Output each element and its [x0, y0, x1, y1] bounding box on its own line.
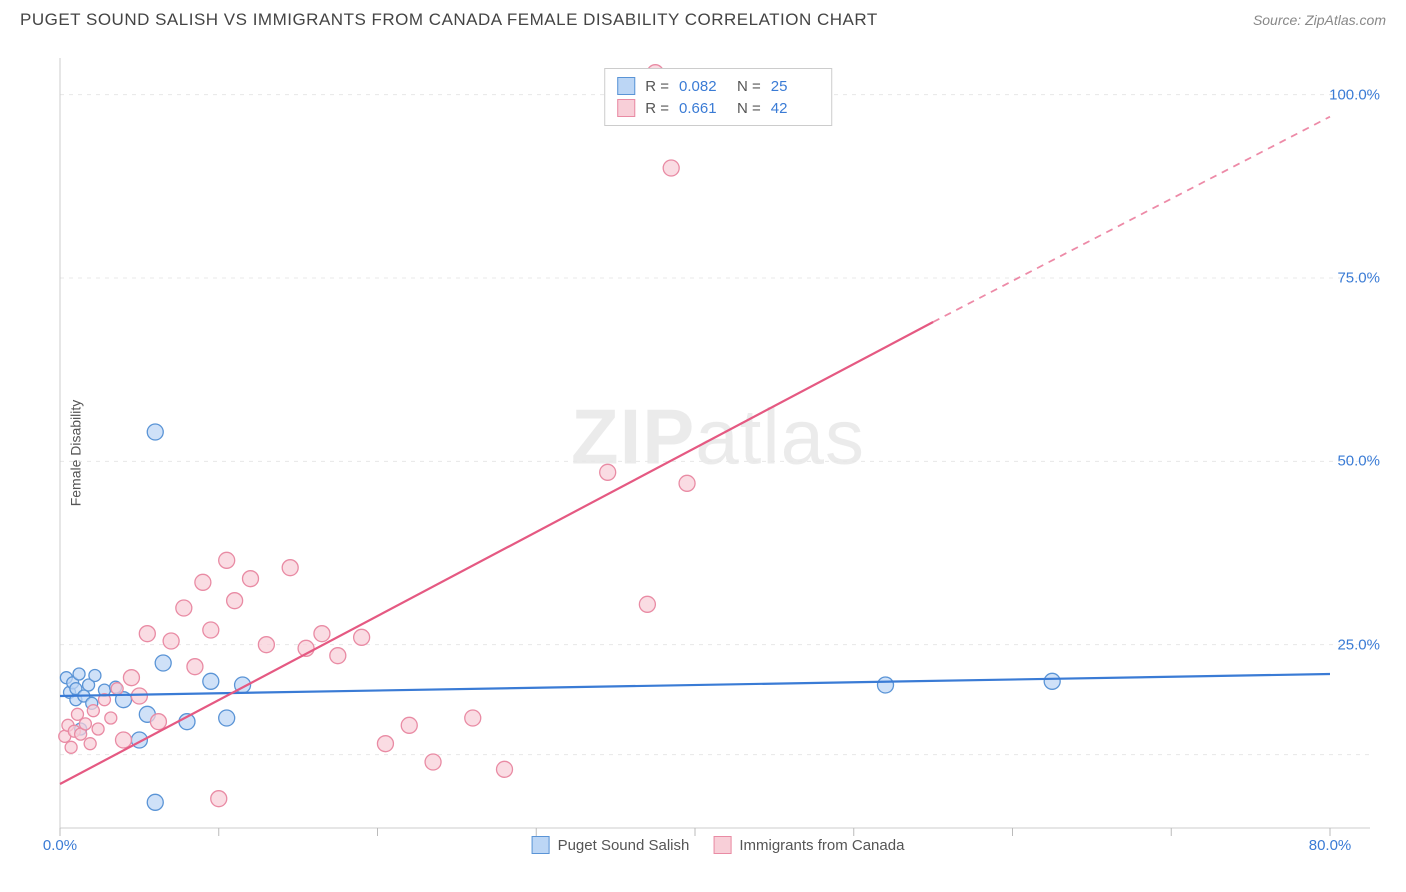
x-tick-label: 80.0% — [1309, 837, 1352, 854]
header-bar: PUGET SOUND SALISH VS IMMIGRANTS FROM CA… — [0, 0, 1406, 38]
series-legend-item: Immigrants from Canada — [713, 836, 904, 854]
r-label: R = — [645, 78, 669, 95]
correlation-legend: R = 0.082 N = 25 R = 0.661 N = 42 — [604, 68, 832, 126]
y-tick-label: 100.0% — [1329, 86, 1380, 103]
legend-swatch — [617, 99, 635, 117]
chart-title: PUGET SOUND SALISH VS IMMIGRANTS FROM CA… — [20, 10, 878, 30]
r-value: 0.082 — [679, 78, 727, 95]
y-tick-label: 75.0% — [1337, 270, 1380, 287]
legend-swatch — [532, 836, 550, 854]
series-legend-item: Puget Sound Salish — [532, 836, 690, 854]
legend-row: R = 0.661 N = 42 — [617, 97, 819, 119]
n-label: N = — [737, 100, 761, 117]
x-tick-label: 0.0% — [43, 837, 77, 854]
series-legend-label: Immigrants from Canada — [739, 837, 904, 854]
y-tick-label: 50.0% — [1337, 453, 1380, 470]
legend-row: R = 0.082 N = 25 — [617, 75, 819, 97]
series-legend-label: Puget Sound Salish — [558, 837, 690, 854]
legend-swatch — [617, 77, 635, 95]
chart-container: Female Disability ZIPatlas R =0.082N =25… — [50, 48, 1386, 858]
series-legend: Puget Sound Salish Immigrants from Canada — [532, 836, 905, 854]
scatter-plot — [50, 48, 1386, 858]
n-label: N = — [737, 78, 761, 95]
source-attribution: Source: ZipAtlas.com — [1253, 12, 1386, 28]
y-tick-label: 25.0% — [1337, 636, 1380, 653]
n-value: 25 — [771, 78, 819, 95]
legend-swatch — [713, 836, 731, 854]
r-label: R = — [645, 100, 669, 117]
r-value: 0.661 — [679, 100, 727, 117]
n-value: 42 — [771, 100, 819, 117]
